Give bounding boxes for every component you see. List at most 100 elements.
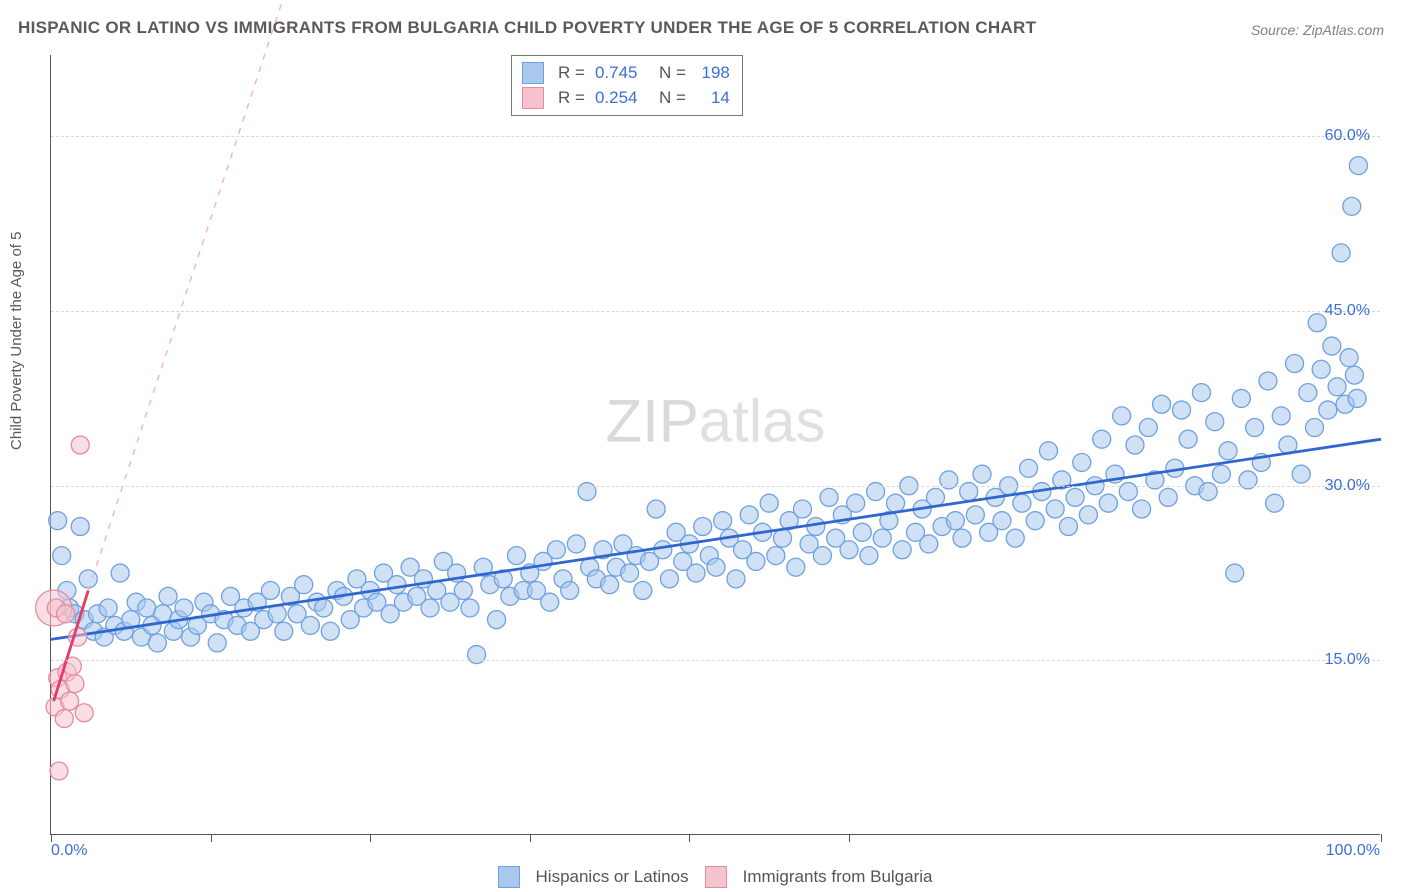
scatter-point: [1292, 465, 1310, 483]
scatter-point: [601, 576, 619, 594]
scatter-point: [1073, 453, 1091, 471]
scatter-point: [488, 611, 506, 629]
scatter-point: [1348, 389, 1366, 407]
gridline: [51, 136, 1380, 137]
scatter-point: [1099, 494, 1117, 512]
scatter-point: [49, 512, 67, 530]
scatter-point: [547, 541, 565, 559]
scatter-point: [1206, 413, 1224, 431]
scatter-point: [966, 506, 984, 524]
scatter-point: [813, 547, 831, 565]
scatter-point: [1259, 372, 1277, 390]
y-tick-label: 60.0%: [1325, 127, 1370, 145]
scatter-point: [1040, 442, 1058, 460]
gridline: [51, 660, 1380, 661]
scatter-point: [634, 582, 652, 600]
y-tick-label: 15.0%: [1325, 651, 1370, 669]
legend-label: Hispanics or Latinos: [536, 867, 689, 886]
scatter-point: [1340, 349, 1358, 367]
scatter-point: [774, 529, 792, 547]
scatter-point: [760, 494, 778, 512]
scatter-point: [1079, 506, 1097, 524]
scatter-point: [1113, 407, 1131, 425]
scatter-point: [1349, 157, 1367, 175]
legend-stats-row: R =0.745N =198: [522, 61, 730, 86]
legend-r-value: 0.745: [595, 61, 649, 86]
scatter-point: [321, 622, 339, 640]
scatter-point: [727, 570, 745, 588]
scatter-point: [508, 547, 526, 565]
scatter-point: [740, 506, 758, 524]
legend-n-label: N =: [659, 61, 686, 86]
legend-label: Immigrants from Bulgaria: [743, 867, 933, 886]
chart-title: HISPANIC OR LATINO VS IMMIGRANTS FROM BU…: [18, 18, 1036, 38]
scatter-point: [1319, 401, 1337, 419]
scatter-point: [787, 558, 805, 576]
x-tick: [1381, 834, 1382, 842]
scatter-point: [421, 599, 439, 617]
scatter-point: [1020, 459, 1038, 477]
scatter-point: [208, 634, 226, 652]
scatter-point: [1139, 419, 1157, 437]
scatter-point: [860, 547, 878, 565]
scatter-point: [71, 517, 89, 535]
scatter-point: [567, 535, 585, 553]
gridline: [51, 486, 1380, 487]
scatter-point: [1332, 244, 1350, 262]
scatter-point: [1308, 314, 1326, 332]
scatter-point: [687, 564, 705, 582]
scatter-point: [454, 582, 472, 600]
scatter-point: [66, 675, 84, 693]
scatter-point: [793, 500, 811, 518]
scatter-point: [1013, 494, 1031, 512]
scatter-point: [707, 558, 725, 576]
scatter-point: [1286, 355, 1304, 373]
scatter-point: [1093, 430, 1111, 448]
x-tick-label: 0.0%: [51, 842, 87, 860]
scatter-point: [840, 541, 858, 559]
trend-line-dashed: [88, 0, 284, 591]
x-tick: [849, 834, 850, 842]
scatter-point: [1226, 564, 1244, 582]
gridline: [51, 311, 1380, 312]
scatter-point: [61, 692, 79, 710]
source-label: Source: ZipAtlas.com: [1251, 22, 1384, 38]
scatter-point: [714, 512, 732, 530]
scatter-point: [920, 535, 938, 553]
scatter-point: [1192, 384, 1210, 402]
scatter-point: [1323, 337, 1341, 355]
scatter-point: [154, 605, 172, 623]
scatter-point: [1306, 419, 1324, 437]
scatter-point: [660, 570, 678, 588]
scatter-point: [1126, 436, 1144, 454]
scatter-point: [275, 622, 293, 640]
scatter-point: [1272, 407, 1290, 425]
scatter-point: [1159, 488, 1177, 506]
scatter-point: [57, 605, 75, 623]
trend-line: [51, 439, 1381, 639]
scatter-point: [1059, 517, 1077, 535]
scatter-point: [148, 634, 166, 652]
scatter-point: [654, 541, 672, 559]
scatter-point: [111, 564, 129, 582]
x-tick: [51, 834, 52, 842]
scatter-point: [847, 494, 865, 512]
scatter-point: [1343, 197, 1361, 215]
scatter-point: [295, 576, 313, 594]
legend-swatch: [498, 866, 520, 888]
scatter-point: [647, 500, 665, 518]
legend-n-value: 198: [696, 61, 730, 86]
scatter-point: [50, 762, 68, 780]
scatter-point: [79, 570, 97, 588]
x-tick-label: 100.0%: [1326, 842, 1380, 860]
scatter-point: [747, 552, 765, 570]
scatter-point: [694, 517, 712, 535]
legend-swatch: [522, 62, 544, 84]
scatter-point: [887, 494, 905, 512]
x-tick: [211, 834, 212, 842]
scatter-point: [388, 576, 406, 594]
scatter-point: [301, 616, 319, 634]
y-tick-label: 45.0%: [1325, 302, 1370, 320]
scatter-point: [1345, 366, 1363, 384]
scatter-point: [926, 488, 944, 506]
